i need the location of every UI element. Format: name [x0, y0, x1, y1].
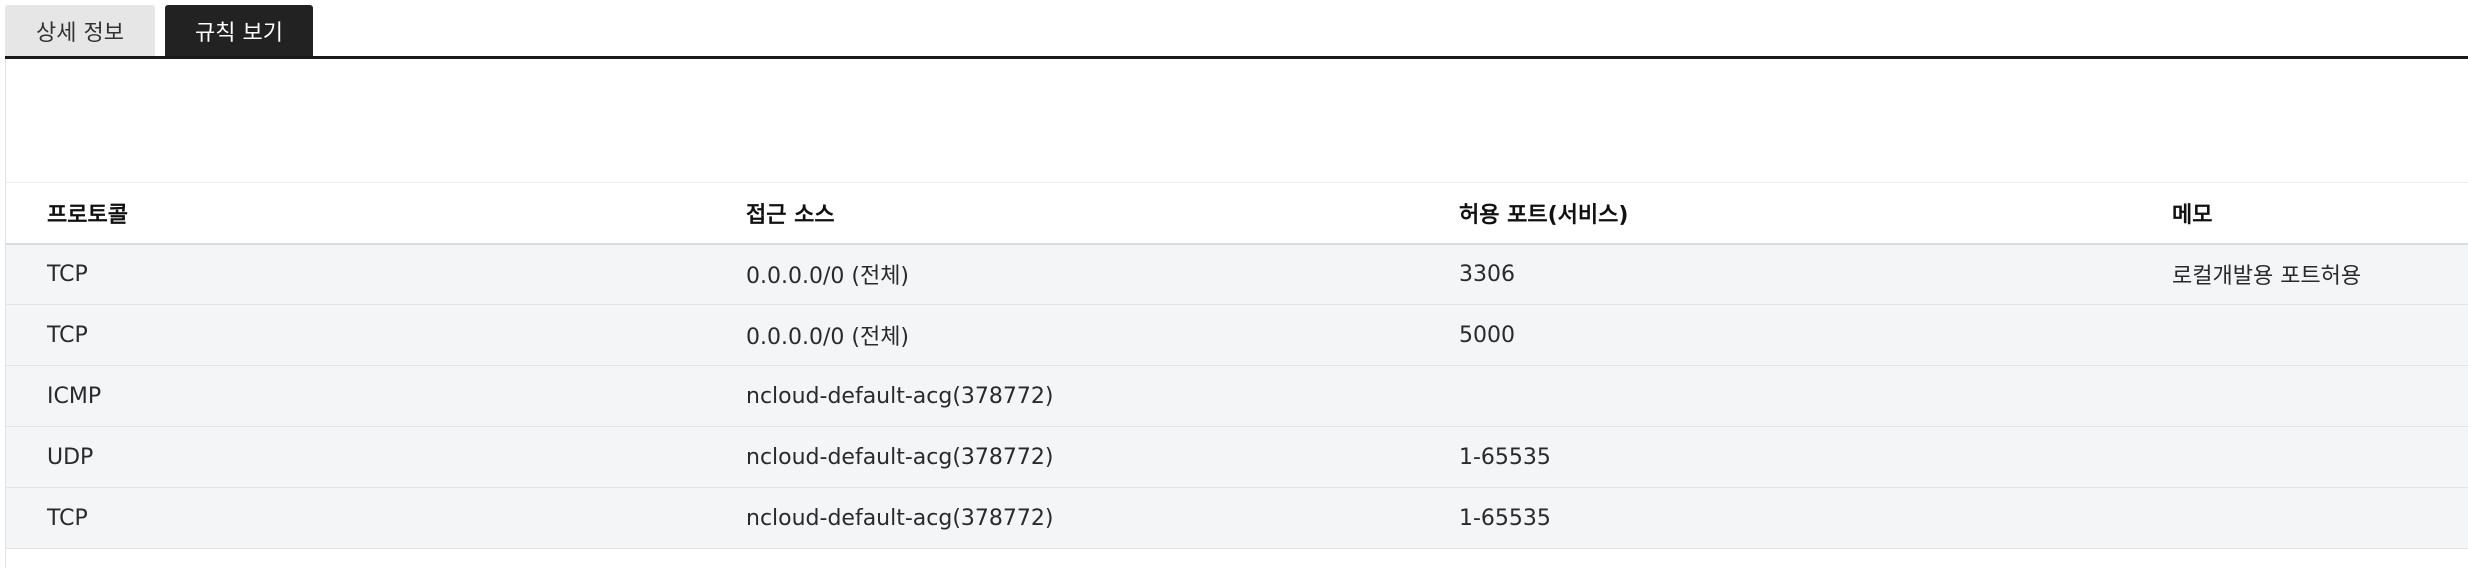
cell-protocol: ICMP [6, 365, 705, 427]
cell-protocol: UDP [6, 426, 705, 488]
table-header-row: 프로토콜 접근 소스 허용 포트(서비스) 메모 [6, 182, 2468, 245]
cell-port [1418, 365, 2131, 427]
cell-source: ncloud-default-acg(378772) [705, 487, 1418, 549]
cell-memo [2131, 487, 2468, 549]
table-row: ICMP ncloud-default-acg(378772) [6, 365, 2468, 427]
cell-port: 3306 [1418, 243, 2131, 305]
table-row: UDP ncloud-default-acg(378772) 1-65535 [6, 426, 2468, 488]
cell-protocol: TCP [6, 487, 705, 549]
table-row: TCP 0.0.0.0/0 (전체) 3306 로컬개발용 포트허용 [6, 243, 2468, 305]
cell-port: 1-65535 [1418, 487, 2131, 549]
tab-underline [5, 56, 2468, 59]
column-header-protocol: 프로토콜 [6, 182, 705, 245]
tab-rules[interactable]: 규칙 보기 [165, 5, 313, 57]
cell-source: ncloud-default-acg(378772) [705, 426, 1418, 488]
cell-memo [2131, 426, 2468, 488]
rules-content: 프로토콜 접근 소스 허용 포트(서비스) 메모 TCP 0.0.0.0/0 (… [5, 59, 2468, 568]
tab-details[interactable]: 상세 정보 [5, 5, 155, 57]
cell-port: 5000 [1418, 304, 2131, 366]
column-header-memo: 메모 [2131, 182, 2468, 245]
tab-bar: 상세 정보 규칙 보기 [5, 5, 313, 57]
cell-protocol: TCP [6, 243, 705, 305]
cell-memo: 로컬개발용 포트허용 [2131, 243, 2468, 305]
table-row: TCP 0.0.0.0/0 (전체) 5000 [6, 304, 2468, 366]
cell-source: ncloud-default-acg(378772) [705, 365, 1418, 427]
cell-memo [2131, 365, 2468, 427]
cell-port: 1-65535 [1418, 426, 2131, 488]
table-row: TCP ncloud-default-acg(378772) 1-65535 [6, 487, 2468, 549]
cell-source: 0.0.0.0/0 (전체) [705, 243, 1418, 305]
column-header-source: 접근 소스 [705, 182, 1418, 245]
cell-memo [2131, 304, 2468, 366]
rules-table: 프로토콜 접근 소스 허용 포트(서비스) 메모 TCP 0.0.0.0/0 (… [6, 182, 2468, 549]
cell-source: 0.0.0.0/0 (전체) [705, 304, 1418, 366]
column-header-port: 허용 포트(서비스) [1418, 182, 2131, 245]
cell-protocol: TCP [6, 304, 705, 366]
